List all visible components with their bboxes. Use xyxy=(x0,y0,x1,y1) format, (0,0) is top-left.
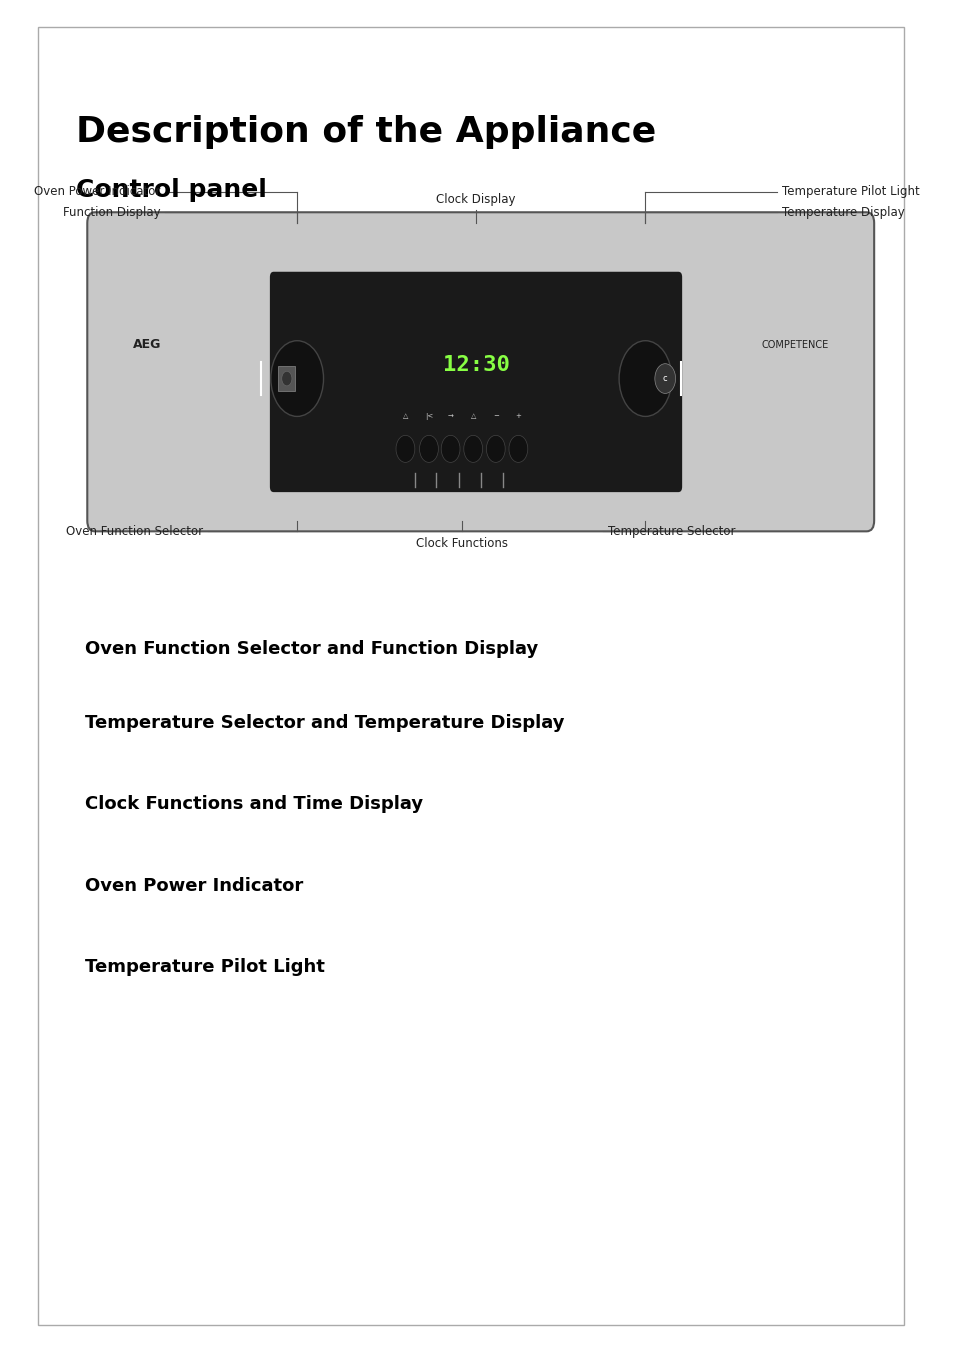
Text: Oven Power Indicator: Oven Power Indicator xyxy=(34,185,160,199)
Text: Control panel: Control panel xyxy=(76,178,267,203)
Text: △: △ xyxy=(402,414,408,419)
Text: Temperature Pilot Light: Temperature Pilot Light xyxy=(781,185,919,199)
Text: △: △ xyxy=(470,414,476,419)
Text: Oven Function Selector and Function Display: Oven Function Selector and Function Disp… xyxy=(86,639,538,658)
Text: Temperature Selector and Temperature Display: Temperature Selector and Temperature Dis… xyxy=(86,714,564,733)
Text: Clock Functions and Time Display: Clock Functions and Time Display xyxy=(86,795,423,814)
Text: Oven Power Indicator: Oven Power Indicator xyxy=(86,876,303,895)
Circle shape xyxy=(395,435,415,462)
Circle shape xyxy=(419,435,438,462)
Text: c: c xyxy=(662,375,667,383)
Circle shape xyxy=(486,435,505,462)
FancyBboxPatch shape xyxy=(270,272,681,492)
Circle shape xyxy=(654,364,675,393)
Text: Temperature Selector: Temperature Selector xyxy=(607,525,735,538)
Circle shape xyxy=(281,372,292,385)
Circle shape xyxy=(618,341,671,416)
Text: +: + xyxy=(515,414,520,419)
Text: AEG: AEG xyxy=(132,338,161,352)
Text: Temperature Display: Temperature Display xyxy=(781,206,903,219)
FancyBboxPatch shape xyxy=(87,212,873,531)
Circle shape xyxy=(271,341,323,416)
Text: Temperature Pilot Light: Temperature Pilot Light xyxy=(86,957,325,976)
Text: |<: |< xyxy=(424,412,433,420)
Text: Clock Functions: Clock Functions xyxy=(416,537,507,550)
Text: Function Display: Function Display xyxy=(63,206,160,219)
Text: Description of the Appliance: Description of the Appliance xyxy=(76,115,656,149)
Text: 12:30: 12:30 xyxy=(442,356,509,375)
Text: Oven Function Selector: Oven Function Selector xyxy=(66,525,203,538)
Text: COMPETENCE: COMPETENCE xyxy=(760,339,828,350)
Text: −: − xyxy=(493,414,498,419)
Circle shape xyxy=(509,435,527,462)
Bar xyxy=(278,366,295,391)
Text: →: → xyxy=(447,414,453,419)
Circle shape xyxy=(463,435,482,462)
Circle shape xyxy=(440,435,459,462)
Text: Clock Display: Clock Display xyxy=(436,192,516,206)
